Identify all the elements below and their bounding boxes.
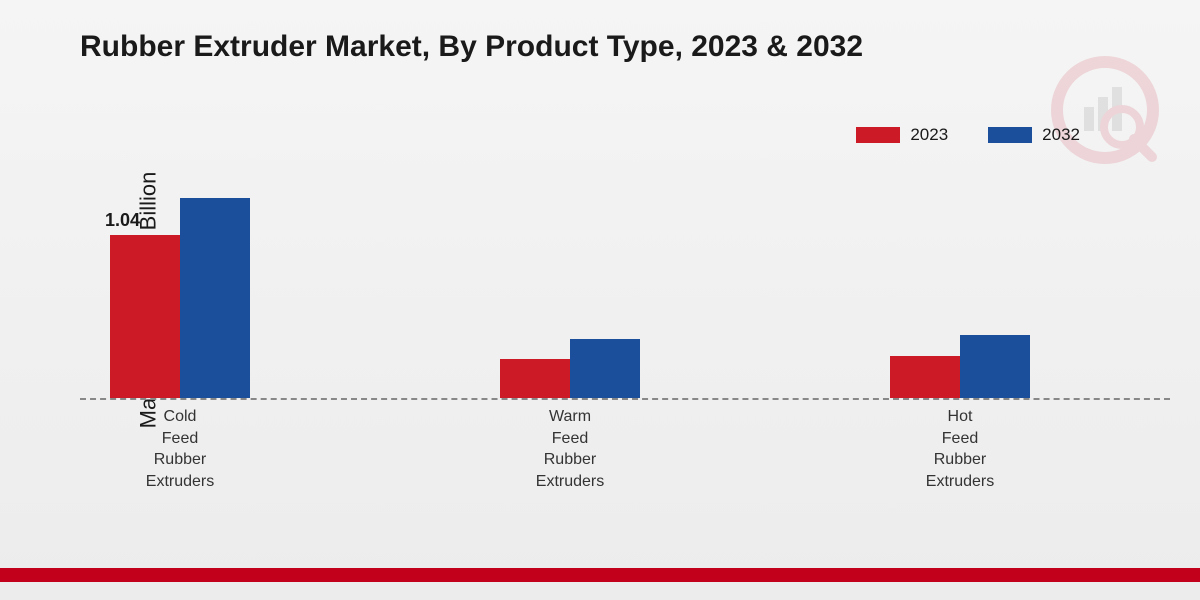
bar-warm-2032 xyxy=(570,339,640,398)
watermark-logo-icon xyxy=(1050,55,1160,165)
legend: 2023 2032 xyxy=(856,125,1080,145)
category-label-cold: ColdFeedRubberExtruders xyxy=(80,406,280,492)
chart-title: Rubber Extruder Market, By Product Type,… xyxy=(80,30,863,64)
bar-warm-2023 xyxy=(500,359,570,398)
legend-item-2023: 2023 xyxy=(856,125,948,145)
footer-accent-bar xyxy=(0,568,1200,582)
chart-container: Rubber Extruder Market, By Product Type,… xyxy=(0,0,1200,600)
x-axis-baseline xyxy=(80,398,1170,400)
bar-hot-2023 xyxy=(890,356,960,398)
legend-swatch-2023 xyxy=(856,127,900,143)
legend-label-2023: 2023 xyxy=(910,125,948,145)
plot-area: 1.04 xyxy=(80,150,1170,400)
legend-label-2032: 2032 xyxy=(1042,125,1080,145)
category-label-hot: HotFeedRubberExtruders xyxy=(860,406,1060,492)
legend-item-2032: 2032 xyxy=(988,125,1080,145)
bar-hot-2032 xyxy=(960,335,1030,398)
bar-cold-2032 xyxy=(180,198,250,398)
bar-label-cold-2023: 1.04 xyxy=(105,210,140,231)
bar-cold-2023 xyxy=(110,235,180,398)
legend-swatch-2032 xyxy=(988,127,1032,143)
category-label-warm: WarmFeedRubberExtruders xyxy=(470,406,670,492)
